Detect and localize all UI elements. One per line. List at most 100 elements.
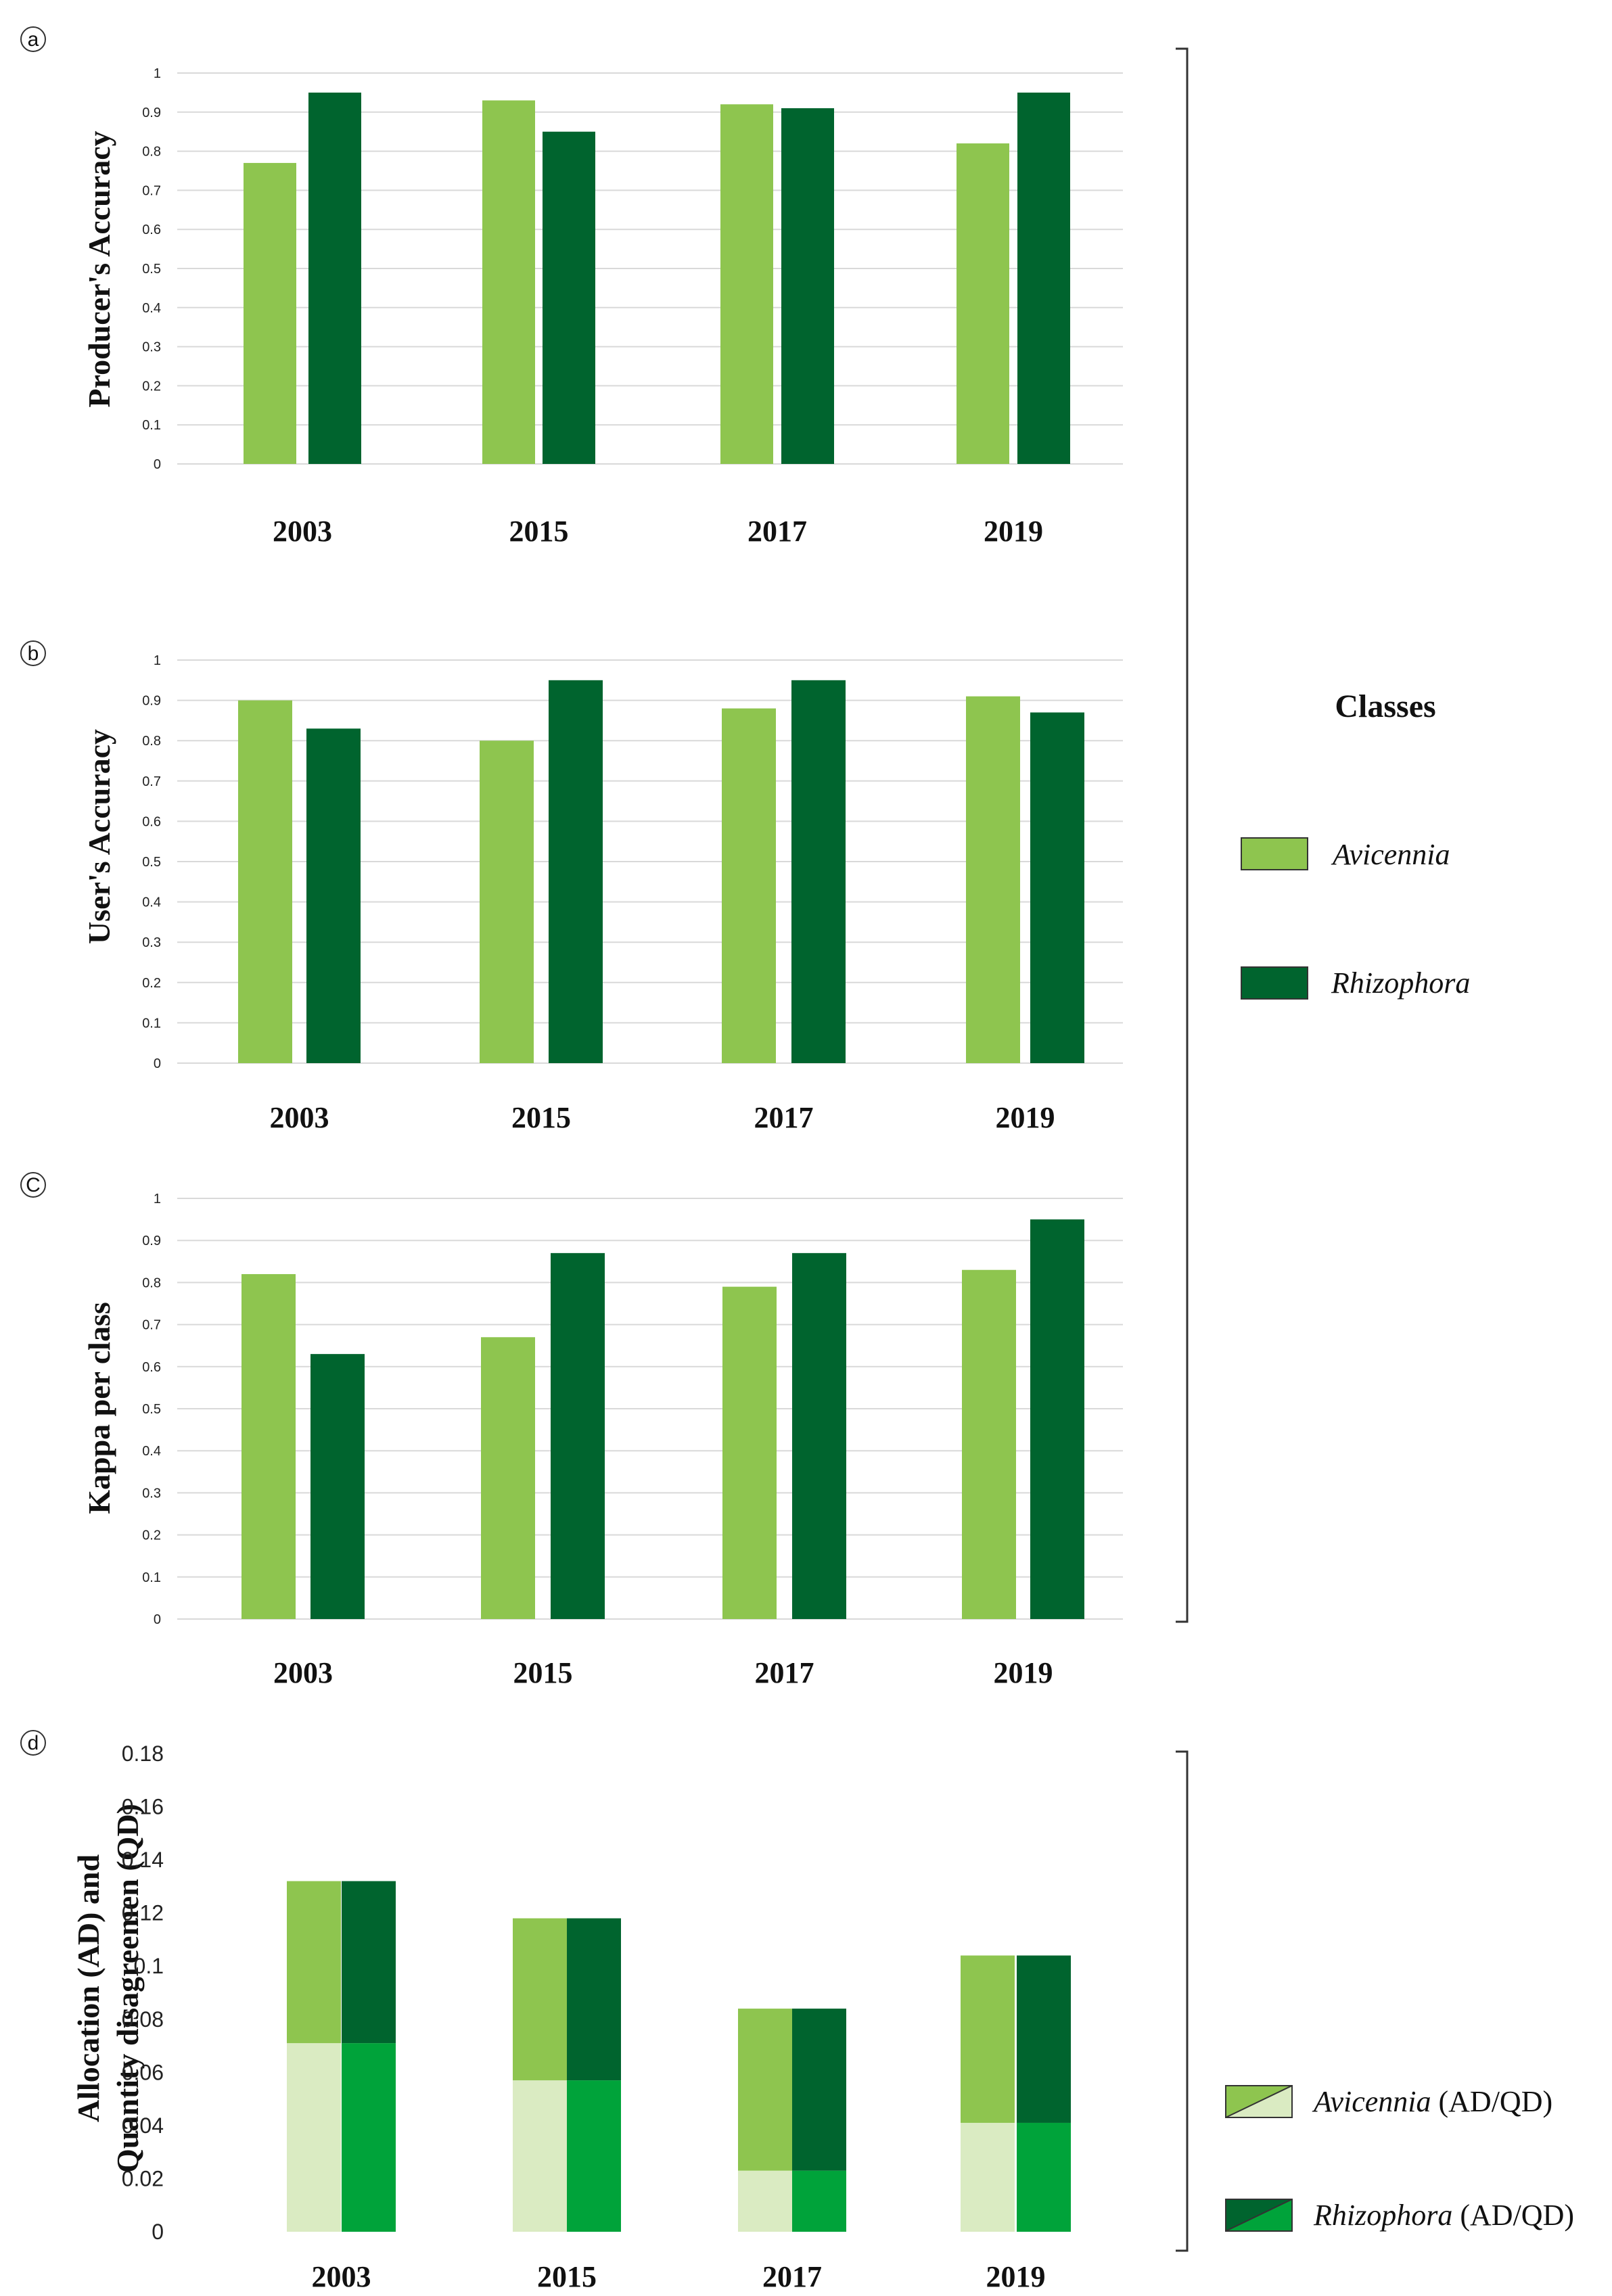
bar-rhizophora-2019 — [1030, 712, 1084, 1063]
panel-label-d: d — [20, 1730, 46, 1756]
legend-label-avicennia-adqd-suffix: (AD/QD) — [1431, 2085, 1553, 2118]
y-tick-label: 0.9 — [142, 694, 161, 709]
bar-rhizophora-2003 — [310, 1354, 365, 1619]
x-tick-label: 2015 — [511, 1101, 571, 1134]
y-tick-label: 0.8 — [142, 734, 161, 749]
bar-avicennia-2019 — [957, 143, 1009, 465]
ylabel-c: Kappa per class — [82, 1302, 116, 1514]
x-tick-label: 2019 — [986, 2260, 1046, 2293]
panel-label-a-text: a — [28, 28, 39, 51]
y-tick-label: 0.06 — [122, 2060, 164, 2084]
panel-label-a: a — [20, 26, 46, 52]
x-tick-label: 2015 — [537, 2260, 597, 2293]
x-tick-label: 2015 — [513, 1656, 573, 1689]
y-tick-label: 0 — [154, 1056, 161, 1071]
y-tick-label: 0.3 — [142, 340, 161, 355]
legend-swatch-rhizophora-adqd — [1225, 2199, 1293, 2232]
bar-avicennia-2003 — [241, 1273, 296, 1619]
y-tick-label: 0.5 — [142, 1402, 161, 1417]
bar-rhizophora-2017 — [792, 1252, 846, 1619]
legend-item-rhizophora-adqd: Rhizophora (AD/QD) — [1225, 2199, 1574, 2232]
ylabel-d-line1: Allocation (AD) and — [71, 1854, 106, 2123]
bar-avicennia-2017 — [722, 1286, 777, 1619]
y-tick-label: 0.4 — [142, 895, 161, 910]
y-tick-label: 0.2 — [142, 379, 161, 394]
legend-label-rhizophora: Rhizophora — [1331, 966, 1470, 1000]
x-tick-label: 2017 — [754, 1101, 814, 1134]
ylabel-a: Producer's Accuracy — [82, 131, 116, 407]
chart-allocation-quantity-disagreement: 0 0.02 0.04 0.06 0.08 0.1 0.12 0.14 0.16 0.18 2003… — [122, 1741, 1071, 2293]
y-tick-label: 0.9 — [142, 1234, 161, 1248]
y-tick-label: 0.2 — [142, 1528, 161, 1543]
bar-rhizophora-2003 — [308, 92, 361, 464]
x-tick-label: 2003 — [273, 1656, 333, 1689]
bar-avicennia-2015 — [482, 100, 535, 464]
y-tick-label: 0.7 — [142, 1318, 161, 1333]
bar-avicennia-2015 — [480, 741, 534, 1063]
legend-swatch-avicennia — [1241, 837, 1308, 870]
y-tick-label: 0.16 — [122, 1795, 164, 1819]
bar-rhizophora-ad-2019 — [1017, 1955, 1071, 2123]
legend-swatch-rhizophora — [1241, 966, 1308, 1000]
legend-bracket-bottom — [1176, 1750, 1189, 2252]
bar-avicennia-qd-2003 — [287, 2043, 341, 2232]
y-tick-label: 0.18 — [122, 1741, 164, 1766]
bar-avicennia-2017 — [720, 104, 773, 465]
y-tick-label: 0.3 — [142, 935, 161, 950]
legend-bracket-top — [1176, 47, 1189, 1623]
chart-users-accuracy: 0 0.1 0.2 0.3 0.4 0.5 0.6 0.7 0.8 0.9 1 2003 2015 201… — [142, 653, 1123, 1134]
chart-producers-accuracy: 0 0.1 0.2 0.3 0.4 0.5 0.6 0.7 0.8 0.9 1 2003 2015 201… — [142, 66, 1123, 548]
bar-avicennia-ad-2003 — [287, 1881, 341, 2044]
bar-rhizophora-qd-2003 — [342, 2043, 396, 2232]
y-tick-label: 0.7 — [142, 774, 161, 789]
panel-label-d-text: d — [28, 1732, 39, 1754]
y-tick-label: 0.2 — [142, 976, 161, 991]
legend-label-avicennia-adqd: Avicennia (AD/QD) — [1312, 2085, 1552, 2118]
x-tick-label: 2017 — [762, 2260, 822, 2293]
bar-rhizophora-2019 — [1030, 1219, 1084, 1619]
y-tick-label: 0 — [152, 2220, 164, 2244]
bar-avicennia-qd-2017 — [738, 2170, 792, 2232]
bar-rhizophora-2015 — [549, 680, 603, 1063]
legend-title: Classes — [1335, 688, 1435, 724]
x-tick-label: 2019 — [994, 1656, 1053, 1689]
legend-label-rhizophora-adqd-suffix: (AD/QD) — [1452, 2199, 1574, 2232]
y-tick-label: 1 — [154, 653, 161, 668]
panel-label-b: b — [20, 640, 46, 666]
y-tick-label: 0 — [154, 457, 161, 472]
bar-avicennia-2003 — [238, 700, 292, 1063]
bar-avicennia-qd-2015 — [513, 2080, 567, 2232]
legend-item-avicennia: Avicennia — [1241, 837, 1450, 871]
x-tick-label: 2017 — [755, 1656, 814, 1689]
bar-rhizophora-2017 — [781, 108, 834, 464]
x-tick-label: 2003 — [312, 2260, 371, 2293]
legend-label-rhizophora-adqd-name: Rhizophora — [1313, 2199, 1452, 2232]
legend-item-avicennia-adqd: Avicennia (AD/QD) — [1225, 2085, 1552, 2118]
panel-label-b-text: b — [28, 642, 39, 665]
legend-label-avicennia: Avicennia — [1331, 838, 1450, 871]
bar-avicennia-2019 — [962, 1269, 1016, 1619]
bar-rhizophora-qd-2015 — [567, 2080, 621, 2232]
y-tick-label: 0.04 — [122, 2113, 164, 2138]
y-tick-label: 0.1 — [134, 1954, 164, 1978]
bar-rhizophora-ad-2003 — [342, 1881, 396, 2044]
y-tick-label: 0.4 — [142, 301, 161, 316]
bar-avicennia-ad-2019 — [961, 1955, 1015, 2123]
bar-rhizophora-qd-2019 — [1017, 2122, 1071, 2232]
panel-label-c: C — [20, 1172, 46, 1198]
y-tick-label: 0.6 — [142, 814, 161, 829]
ylabel-b: User's Accuracy — [82, 729, 116, 944]
y-tick-label: 0.12 — [122, 1901, 164, 1925]
bar-rhizophora-2015 — [551, 1252, 605, 1619]
bar-rhizophora-2019 — [1017, 92, 1070, 464]
bar-rhizophora-2015 — [543, 131, 595, 464]
x-tick-label: 2003 — [273, 515, 332, 548]
bar-avicennia-2015 — [481, 1337, 535, 1619]
bar-avicennia-ad-2015 — [513, 1918, 567, 2081]
bar-rhizophora-2017 — [791, 680, 846, 1063]
bar-avicennia-2003 — [244, 162, 296, 464]
y-tick-label: 0.8 — [142, 145, 161, 160]
legend-item-rhizophora: Rhizophora — [1241, 966, 1470, 1000]
bar-rhizophora-ad-2017 — [792, 2009, 846, 2171]
